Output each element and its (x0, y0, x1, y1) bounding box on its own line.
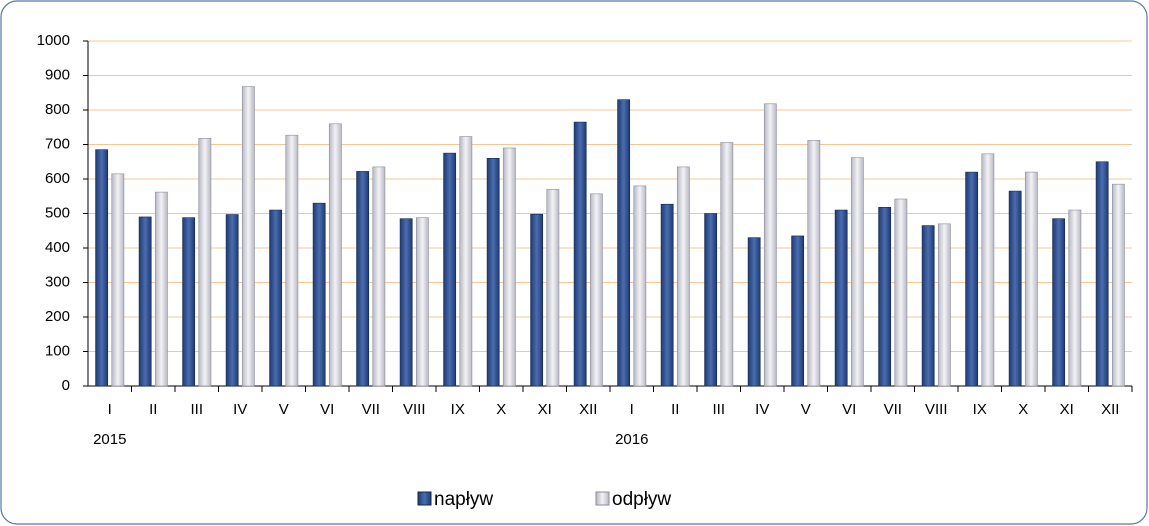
bar (676, 166, 690, 387)
bar (965, 171, 979, 387)
x-tick-label: IX (451, 401, 465, 418)
bar (660, 203, 674, 387)
x-tick-label: VII (362, 401, 380, 418)
x-tick-label: IV (755, 401, 769, 418)
bar (1095, 161, 1109, 387)
bar (1024, 171, 1038, 387)
bar (530, 213, 544, 387)
y-tick-label: 900 (45, 66, 70, 83)
x-tick-label: I (630, 401, 634, 418)
bar (589, 193, 603, 387)
bar (399, 218, 413, 387)
bar (502, 147, 516, 387)
bar (138, 216, 152, 387)
bar (704, 213, 718, 387)
bar (617, 99, 631, 387)
bar (372, 166, 386, 387)
y-tick-label: 700 (45, 135, 70, 152)
bar (1068, 209, 1082, 387)
year-label: 2016 (615, 431, 648, 448)
legend-swatch (417, 491, 432, 506)
bar (285, 134, 299, 387)
bar (763, 103, 777, 387)
bar (198, 137, 212, 387)
y-tick-label: 300 (45, 273, 70, 290)
y-tick-label: 800 (45, 101, 70, 118)
bar (443, 152, 457, 387)
bar (1052, 218, 1066, 387)
x-tick-label: X (1018, 401, 1028, 418)
y-tick-label: 500 (45, 204, 70, 221)
x-tick-label: VIII (925, 401, 948, 418)
bar (269, 209, 283, 387)
bar (546, 189, 560, 387)
bar (111, 173, 125, 387)
bar (791, 235, 805, 387)
x-tick-label: III (712, 401, 725, 418)
y-tick-label: 600 (45, 170, 70, 187)
bar (1111, 183, 1125, 387)
x-tick-label: XI (1060, 401, 1074, 418)
bar (356, 171, 370, 387)
y-tick-label: 400 (45, 239, 70, 256)
x-tick-label: VI (842, 401, 856, 418)
x-tick-label: V (801, 401, 811, 418)
bar (154, 191, 168, 387)
bar (328, 123, 342, 387)
bar (182, 217, 196, 387)
x-tick-label: IV (233, 401, 247, 418)
bar (894, 198, 908, 387)
x-tick-label: XII (1101, 401, 1119, 418)
bar (312, 202, 326, 387)
bar (1008, 190, 1022, 387)
x-tick-label: X (496, 401, 506, 418)
legend-label: napływ (434, 489, 493, 510)
bar (241, 86, 255, 387)
bar (486, 158, 500, 387)
bar (981, 153, 995, 387)
bar (225, 214, 239, 387)
bar (720, 142, 734, 387)
bar (459, 136, 473, 387)
x-tick-label: II (671, 401, 679, 418)
bar (850, 157, 864, 387)
bar (633, 185, 647, 387)
year-label: 2015 (93, 431, 126, 448)
bar (834, 209, 848, 387)
x-tick-label: VIII (403, 401, 426, 418)
x-tick-label: I (108, 401, 112, 418)
bar (747, 237, 761, 387)
x-tick-label: XII (579, 401, 597, 418)
y-tick-label: 100 (45, 342, 70, 359)
bar (573, 121, 587, 387)
x-tick-label: II (149, 401, 157, 418)
bar (937, 223, 951, 387)
x-tick-label: III (190, 401, 203, 418)
bar (878, 206, 892, 387)
x-tick-label: VII (884, 401, 902, 418)
bar (415, 217, 429, 387)
x-tick-label: VI (320, 401, 334, 418)
bar (807, 140, 821, 387)
bar (921, 225, 935, 387)
x-tick-label: XI (538, 401, 552, 418)
y-tick-label: 200 (45, 308, 70, 325)
y-tick-label: 1000 (37, 32, 70, 49)
y-tick-label: 0 (62, 377, 70, 394)
legend-swatch (595, 491, 610, 506)
x-tick-label: V (279, 401, 289, 418)
bar (95, 149, 109, 387)
legend-label: odpływ (612, 489, 671, 510)
x-tick-label: IX (973, 401, 987, 418)
